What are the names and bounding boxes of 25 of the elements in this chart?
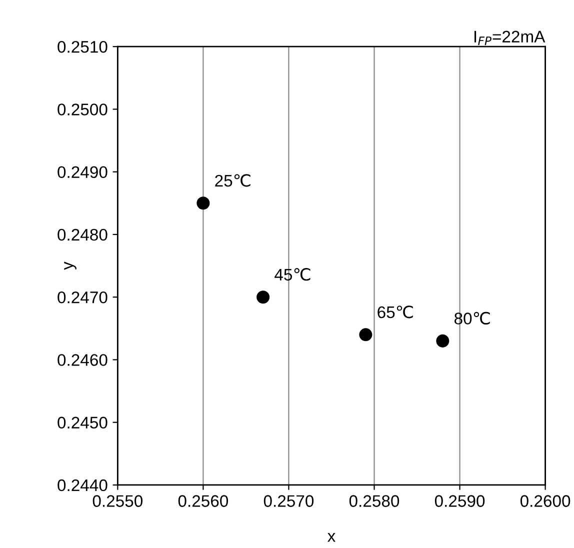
- point: [436, 334, 450, 348]
- x-tick-label: 0.2550: [92, 495, 143, 507]
- y-tick-label: 0.2460: [58, 354, 108, 366]
- y-tick-label: 0.2470: [58, 291, 108, 304]
- y-tick-label: 0.2490: [58, 166, 108, 178]
- x-tick-label: 0.2590: [434, 495, 485, 507]
- annotation: 80℃: [454, 312, 490, 325]
- x-axis-title: x: [328, 532, 336, 542]
- y-tick-label: 0.2440: [58, 479, 108, 492]
- x-tick-label: 0.2600: [520, 495, 570, 507]
- y-tick-label: 0.2450: [58, 416, 108, 429]
- chart-title: I$_{FP}$=22mA: [474, 30, 546, 46]
- y-tick-label: 0.2480: [58, 228, 108, 241]
- point: [256, 290, 270, 304]
- annotation: 25℃: [215, 174, 250, 187]
- annotation: 45℃: [274, 268, 310, 281]
- x-tick-label: 0.2570: [264, 495, 314, 507]
- x-tick-label: 0.2560: [178, 495, 228, 507]
- point: [359, 328, 372, 342]
- x-tick-label: 0.2580: [349, 495, 400, 507]
- y-axis-title: y: [64, 262, 76, 270]
- annotation: 65℃: [378, 306, 413, 318]
- point: [196, 196, 210, 210]
- y-tick-label: 0.2510: [58, 40, 108, 53]
- y-tick-label: 0.2500: [58, 104, 108, 116]
